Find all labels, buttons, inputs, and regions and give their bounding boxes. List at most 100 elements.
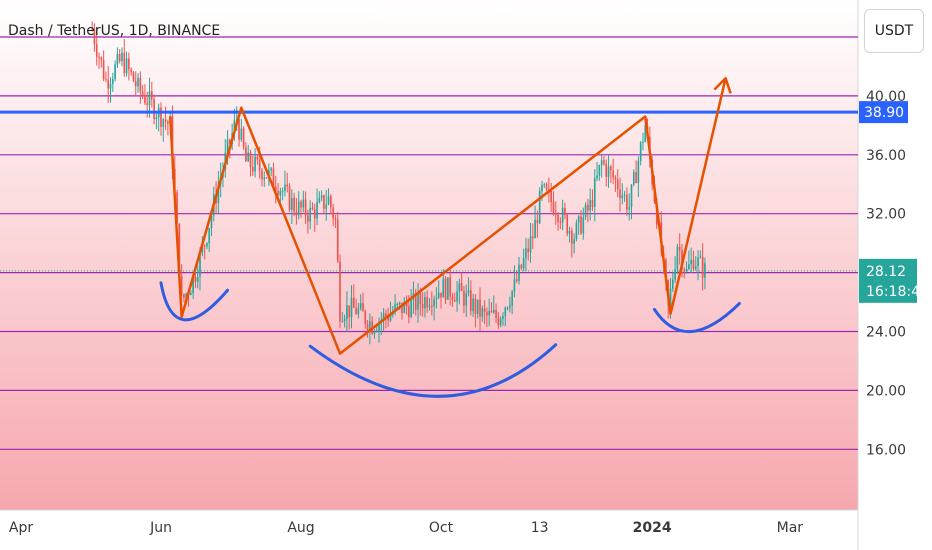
candle-body	[488, 310, 491, 316]
candle-body	[414, 293, 417, 310]
candle-body	[619, 189, 621, 199]
candle-body	[442, 278, 445, 298]
currency-button[interactable]: USDT	[864, 9, 924, 53]
candle-body	[447, 277, 449, 300]
candle-body	[632, 172, 635, 185]
candle-body	[697, 257, 699, 267]
candle-body	[375, 330, 378, 332]
candle-body	[192, 277, 194, 293]
candle-body	[95, 44, 98, 57]
candle-body	[440, 292, 442, 298]
candle-body	[527, 248, 530, 253]
candle-body	[185, 293, 188, 298]
bottom-arc[interactable]	[159, 281, 230, 322]
candle-body	[685, 268, 688, 272]
resistance-tag-label: 38.90	[864, 105, 904, 121]
candle-body	[559, 221, 562, 223]
candle-body	[111, 79, 114, 84]
candle-body	[405, 301, 408, 307]
candle-body	[497, 317, 500, 326]
candle-body	[261, 170, 263, 180]
candle-body	[325, 204, 328, 209]
candle-body	[515, 279, 518, 281]
candle-body	[598, 165, 601, 176]
candle-body	[674, 269, 676, 280]
candle-body	[339, 261, 341, 322]
pattern-path[interactable]	[168, 76, 732, 355]
candle-body	[623, 194, 626, 196]
price-axis[interactable]: 16.00 20.00 24.00 32.00 36.00 40.00	[866, 89, 906, 458]
candle-body	[621, 195, 624, 199]
candle-body	[690, 259, 692, 265]
y-tick-label: 32.00	[866, 207, 906, 223]
candle-body	[458, 283, 461, 292]
candle-body	[545, 184, 548, 190]
candle-body	[307, 215, 309, 222]
candle-body	[304, 199, 307, 216]
pattern-arrowhead[interactable]	[713, 76, 732, 94]
candle-body	[428, 305, 431, 308]
candle-body	[575, 222, 578, 240]
y-tick-label: 20.00	[866, 383, 906, 399]
currency-label: USDT	[874, 23, 914, 39]
pattern-polyline[interactable]	[168, 77, 727, 355]
candle-body	[318, 197, 321, 203]
candle-body	[297, 201, 300, 216]
candle-body	[669, 288, 672, 306]
candle-body	[444, 278, 447, 300]
bottom-arc[interactable]	[652, 302, 741, 334]
candle-body	[474, 298, 477, 314]
candle-body	[150, 91, 153, 100]
candle-body	[274, 186, 277, 191]
candle-body	[387, 316, 390, 321]
candle-body	[279, 191, 282, 196]
candle-body	[139, 77, 142, 92]
candle-body	[513, 279, 516, 292]
candle-body	[180, 276, 183, 295]
candle-body	[206, 243, 208, 247]
time-axis[interactable]: Apr Jun Aug Oct 13 2024 Mar	[9, 520, 803, 536]
candle-body	[210, 215, 213, 229]
candle-body	[309, 207, 312, 222]
candle-body	[417, 293, 419, 310]
candle-body	[561, 207, 564, 223]
candle-body	[626, 194, 628, 210]
candle-body	[302, 199, 305, 208]
candle-body	[607, 166, 610, 177]
candle-body	[683, 269, 686, 272]
candle-body	[240, 128, 243, 140]
candle-body	[385, 313, 387, 317]
candle-body	[557, 214, 559, 222]
candle-body	[286, 184, 289, 187]
candle-body	[105, 78, 107, 80]
candle-body	[128, 58, 130, 70]
candle-body	[100, 57, 103, 61]
candle-body	[529, 236, 532, 253]
candle-body	[162, 119, 165, 128]
candle-body	[341, 321, 344, 323]
candle-body	[272, 168, 275, 187]
candle-body	[155, 117, 158, 120]
candle-body	[217, 184, 220, 204]
candle-body	[352, 297, 355, 308]
candle-body	[688, 264, 690, 269]
candle-body	[591, 200, 594, 207]
candle-body	[346, 305, 348, 320]
candle-body	[125, 58, 128, 74]
candle-body	[98, 56, 100, 58]
candle-body	[582, 217, 585, 234]
candle-body	[288, 186, 291, 210]
candle-body	[430, 305, 433, 307]
candle-body	[678, 246, 681, 251]
candle-body	[460, 283, 463, 291]
candle-body	[470, 290, 472, 312]
rounded-bottom-arcs[interactable]	[159, 281, 741, 398]
candle-body	[580, 216, 582, 234]
candle-body	[290, 197, 293, 210]
candle-body	[518, 264, 520, 281]
candle-body	[295, 211, 298, 216]
bottom-arc[interactable]	[308, 343, 558, 398]
candle-body	[603, 160, 605, 164]
candle-body	[437, 292, 440, 298]
